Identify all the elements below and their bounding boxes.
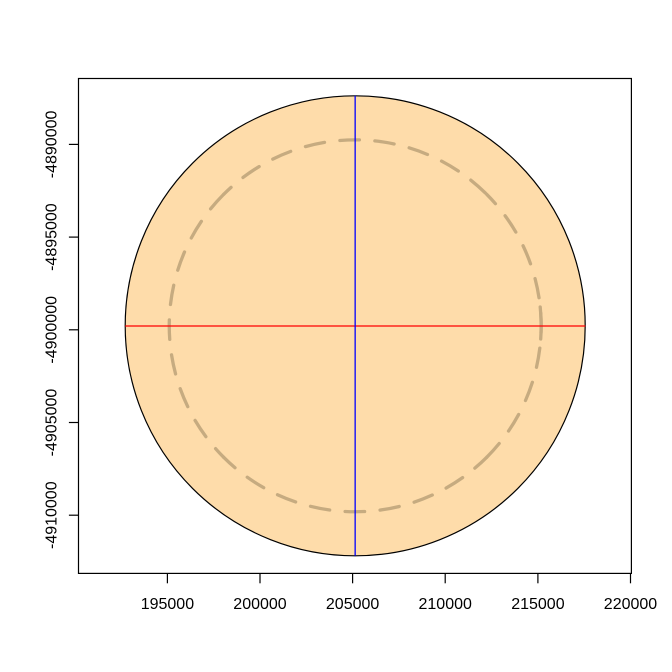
svg-text:-4910000: -4910000 bbox=[43, 481, 60, 549]
svg-text:215000: 215000 bbox=[511, 596, 564, 613]
svg-text:-4890000: -4890000 bbox=[43, 110, 60, 178]
svg-text:200000: 200000 bbox=[233, 596, 286, 613]
svg-text:210000: 210000 bbox=[419, 596, 472, 613]
svg-text:-4900000: -4900000 bbox=[43, 296, 60, 364]
svg-text:-4905000: -4905000 bbox=[43, 389, 60, 457]
svg-text:220000: 220000 bbox=[604, 596, 657, 613]
svg-text:195000: 195000 bbox=[141, 596, 194, 613]
svg-text:-4895000: -4895000 bbox=[43, 203, 60, 271]
svg-text:205000: 205000 bbox=[326, 596, 379, 613]
